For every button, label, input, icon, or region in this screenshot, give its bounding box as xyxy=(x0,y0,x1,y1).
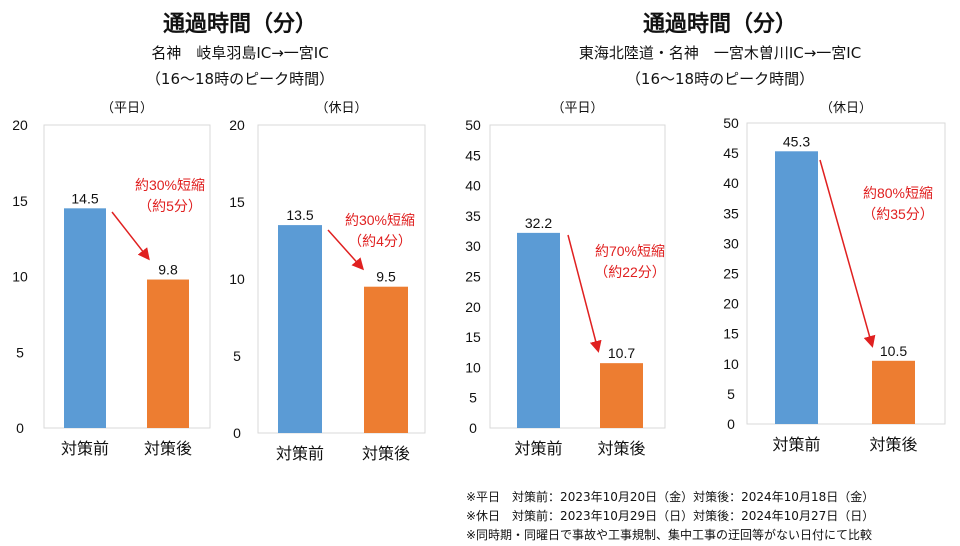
y-tick-label: 20 xyxy=(12,117,28,133)
reduction-annotation: 約80%短縮 xyxy=(863,185,933,201)
category-label: 対策後 xyxy=(597,440,645,458)
bar-after xyxy=(364,286,408,433)
data-label: 32.2 xyxy=(525,215,552,231)
reduction-arrow xyxy=(567,234,602,353)
y-tick-label: 45 xyxy=(465,147,481,163)
plot-frame xyxy=(257,124,426,434)
group-2-title: 通過時間（分） xyxy=(642,12,797,37)
reduction-annotation: （約5分） xyxy=(138,198,202,214)
y-tick-label: 20 xyxy=(229,117,245,133)
category-label: 対策前 xyxy=(514,440,562,458)
note-weekday: ※平日 対策前：2023年10月20日（金）対策後：2024年10月18日（金） xyxy=(466,490,875,504)
reduction-arrow xyxy=(327,229,365,271)
chart-title: （休日） xyxy=(315,100,367,115)
plot-frame xyxy=(43,124,211,429)
y-tick-label: 30 xyxy=(723,235,739,251)
reduction-arrow xyxy=(819,159,876,348)
y-tick-label: 15 xyxy=(723,326,739,342)
y-tick-label: 5 xyxy=(16,344,24,360)
plot-frame xyxy=(746,122,946,425)
y-tick-label: 0 xyxy=(727,416,735,432)
y-tick-label: 10 xyxy=(229,271,245,287)
y-tick-label: 50 xyxy=(465,117,481,133)
data-label: 14.5 xyxy=(71,190,98,206)
category-label: 対策後 xyxy=(144,440,192,458)
y-tick-label: 10 xyxy=(465,359,481,375)
category-label: 対策後 xyxy=(362,445,410,463)
y-tick-label: 10 xyxy=(723,356,739,372)
category-label: 対策前 xyxy=(276,445,324,463)
y-tick-label: 45 xyxy=(723,145,739,161)
reduction-arrow xyxy=(111,211,150,261)
reduction-annotation: （約35分） xyxy=(862,206,934,222)
data-label: 45.3 xyxy=(783,133,810,149)
y-tick-label: 35 xyxy=(465,208,481,224)
bar-before xyxy=(64,208,106,428)
y-tick-label: 10 xyxy=(12,269,28,285)
y-tick-label: 35 xyxy=(723,205,739,221)
y-tick-label: 5 xyxy=(469,390,477,406)
y-tick-label: 50 xyxy=(723,115,739,131)
group-2-period: （16～18時のピーク時間） xyxy=(625,70,815,88)
bar-before xyxy=(517,232,560,428)
plot-frame xyxy=(489,124,666,429)
y-tick-label: 15 xyxy=(12,193,28,209)
y-tick-label: 15 xyxy=(465,329,481,345)
y-tick-label: 25 xyxy=(465,269,481,285)
bar-before xyxy=(775,151,818,424)
y-tick-label: 0 xyxy=(16,420,24,436)
y-tick-label: 30 xyxy=(465,238,481,254)
group-1-period: （16～18時のピーク時間） xyxy=(145,70,335,88)
chart-title: （平日） xyxy=(551,100,603,115)
data-label: 10.5 xyxy=(880,343,907,359)
y-tick-label: 40 xyxy=(465,178,481,194)
reduction-annotation: （約22分） xyxy=(594,264,666,280)
data-label: 9.8 xyxy=(158,262,178,278)
data-label: 13.5 xyxy=(286,207,313,223)
data-label: 9.5 xyxy=(376,269,396,285)
y-tick-label: 20 xyxy=(723,296,739,312)
category-label: 対策後 xyxy=(869,436,917,454)
y-tick-label: 15 xyxy=(229,194,245,210)
y-tick-label: 20 xyxy=(465,299,481,315)
reduction-annotation: 約70%短縮 xyxy=(595,243,665,259)
chart-title: （平日） xyxy=(101,100,153,115)
bar-after xyxy=(600,363,643,428)
y-tick-label: 0 xyxy=(469,420,477,436)
chart-title: （休日） xyxy=(820,100,872,115)
reduction-annotation: 約30%短縮 xyxy=(345,212,415,228)
group-1-title: 通過時間（分） xyxy=(162,12,317,37)
y-tick-label: 5 xyxy=(727,386,735,402)
y-tick-label: 0 xyxy=(233,425,241,441)
category-label: 対策前 xyxy=(61,440,109,458)
reduction-annotation: （約4分） xyxy=(348,233,412,249)
reduction-annotation: 約30%短縮 xyxy=(135,177,205,193)
y-tick-label: 5 xyxy=(233,348,241,364)
data-label: 10.7 xyxy=(608,345,635,361)
note-condition: ※同時期・同曜日で事故や工事規制、集中工事の迂回等がない日付にて比較 xyxy=(466,528,873,542)
y-tick-label: 25 xyxy=(723,266,739,282)
note-holiday: ※休日 対策前：2023年10月29日（日）対策後：2024年10月27日（日） xyxy=(466,509,875,523)
category-label: 対策前 xyxy=(772,436,820,454)
group-2-route: 東海北陸道・名神 一宮木曽川IC→一宮IC xyxy=(578,44,862,62)
group-1-route: 名神 岐阜羽島IC→一宮IC xyxy=(151,44,329,62)
bar-after xyxy=(872,360,915,424)
y-tick-label: 40 xyxy=(723,175,739,191)
bar-after xyxy=(147,279,189,428)
bar-before xyxy=(278,225,322,433)
